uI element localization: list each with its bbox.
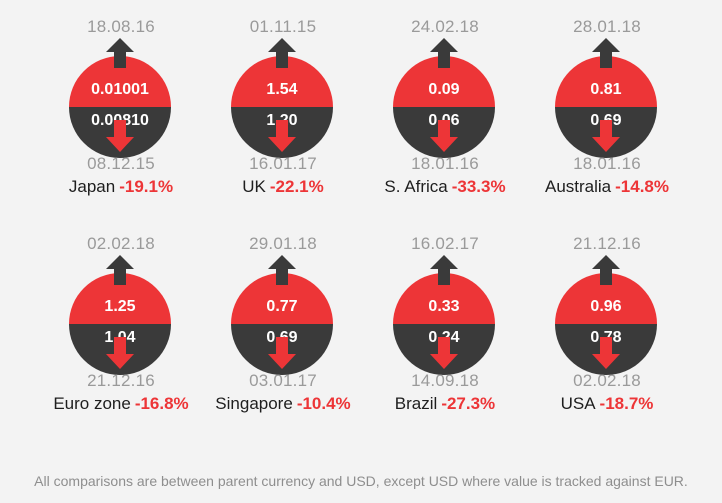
country-label: Australia -14.8% [526, 177, 688, 197]
footnote: All comparisons are between parent curre… [34, 473, 688, 489]
currency-card-uk: 01.11.15 1.54 1.20 16.01.17 UK-22.1% [202, 12, 364, 218]
currency-card-australia: 28.01.18 0.81 0.69 18.01.16 Australia-14… [526, 12, 688, 218]
country-name: S. Africa [384, 177, 448, 196]
value-circle: 1.25 1.04 [69, 273, 171, 375]
arrow-up-icon [106, 255, 134, 285]
country-label: UK -22.1% [202, 177, 364, 197]
arrow-up-icon [592, 255, 620, 285]
low-date: 18.01.16 [573, 154, 641, 173]
currency-grid: 18.08.16 0.01001 0.00810 08.12.15 Japan-… [40, 12, 688, 435]
arrow-up-icon [106, 38, 134, 68]
country-label: Singapore -10.4% [202, 394, 364, 414]
arrow-down-icon [592, 337, 620, 369]
high-date: 18.08.16 [87, 17, 155, 36]
change-percent: -14.8% [615, 177, 669, 196]
high-date: 01.11.15 [249, 17, 317, 36]
country-name: Brazil [394, 394, 438, 413]
arrow-up-icon [430, 38, 458, 68]
country-label: Brazil -27.3% [364, 394, 526, 414]
low-date: 08.12.15 [87, 154, 155, 173]
arrow-down-icon [268, 337, 296, 369]
high-date: 02.02.18 [87, 234, 155, 253]
currency-card-south-africa: 24.02.18 0.09 0.06 18.01.16 S. Africa-33… [364, 12, 526, 218]
country-name: Euro zone [53, 394, 131, 413]
currency-card-japan: 18.08.16 0.01001 0.00810 08.12.15 Japan-… [40, 12, 202, 218]
arrow-up-icon [592, 38, 620, 68]
change-percent: -18.7% [599, 394, 654, 413]
arrow-up-icon [268, 255, 296, 285]
arrow-down-icon [268, 120, 296, 152]
country-label: Japan -19.1% [40, 177, 202, 197]
country-name: Japan [68, 177, 116, 196]
low-date: 14.09.18 [411, 371, 479, 390]
arrow-up-icon [268, 38, 296, 68]
change-percent: -19.1% [119, 177, 174, 196]
high-value: 1.25 [104, 298, 136, 315]
change-percent: -27.3% [441, 394, 496, 413]
low-date: 21.12.16 [87, 371, 155, 390]
currency-card-singapore: 29.01.18 0.77 0.69 03.01.17 Singapore-10… [202, 229, 364, 435]
arrow-down-icon [592, 120, 620, 152]
currency-card-brazil: 16.02.17 0.33 0.24 14.09.18 Brazil-27.3% [364, 229, 526, 435]
currency-card-usa: 21.12.16 0.96 0.78 02.02.18 USA-18.7% [526, 229, 688, 435]
country-label: Euro zone -16.8% [40, 394, 202, 414]
high-value: 0.77 [266, 298, 298, 315]
high-value: 0.33 [428, 298, 460, 315]
arrow-down-icon [430, 337, 458, 369]
low-date: 16.01.17 [249, 154, 317, 173]
high-date: 24.02.18 [411, 17, 479, 36]
change-percent: -16.8% [134, 394, 189, 413]
arrow-up-icon [430, 255, 458, 285]
country-label: USA -18.7% [526, 394, 688, 414]
arrow-down-icon [106, 120, 134, 152]
country-name: USA [560, 394, 596, 413]
low-date: 03.01.17 [249, 371, 317, 390]
currency-card-euro-zone: 02.02.18 1.25 1.04 21.12.16 Euro zone-16… [40, 229, 202, 435]
change-percent: -33.3% [451, 177, 506, 196]
high-date: 21.12.16 [573, 234, 641, 253]
low-date: 18.01.16 [411, 154, 479, 173]
high-value: 0.01001 [91, 81, 149, 98]
high-value: 1.54 [266, 81, 298, 98]
change-percent: -22.1% [269, 177, 324, 196]
arrow-down-icon [106, 337, 134, 369]
country-name: UK [242, 177, 266, 196]
high-date: 29.01.18 [249, 234, 317, 253]
change-percent: -10.4% [296, 394, 351, 413]
high-value: 0.09 [428, 81, 460, 98]
high-date: 16.02.17 [411, 234, 479, 253]
country-label: S. Africa -33.3% [364, 177, 526, 197]
arrow-down-icon [430, 120, 458, 152]
high-date: 28.01.18 [573, 17, 641, 36]
high-value: 0.81 [590, 81, 622, 98]
country-name: Australia [544, 177, 612, 196]
low-date: 02.02.18 [573, 371, 641, 390]
high-value: 0.96 [590, 298, 622, 315]
country-name: Singapore [215, 394, 293, 413]
